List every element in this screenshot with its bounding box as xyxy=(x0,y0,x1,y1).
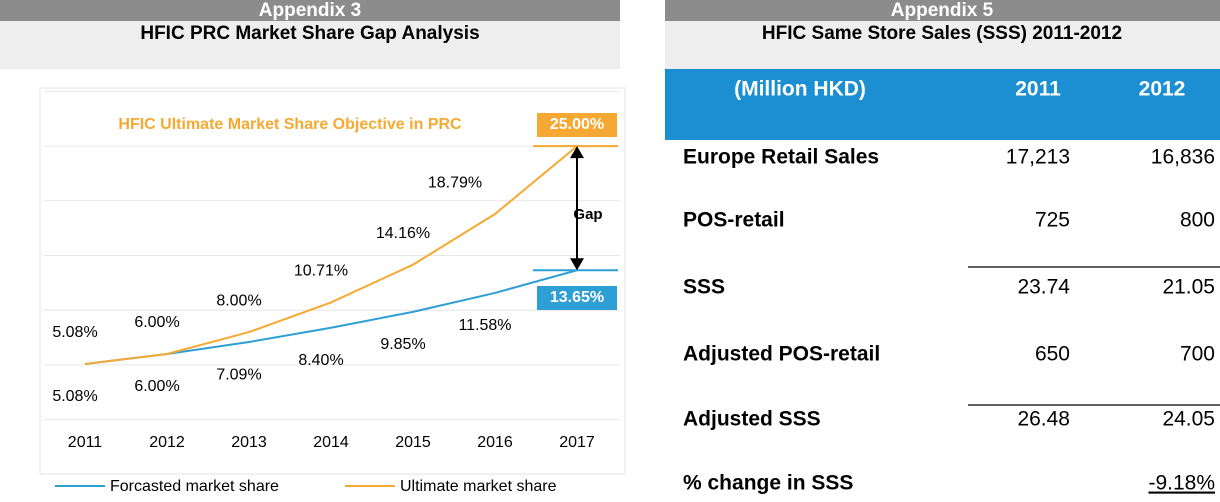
title-bar xyxy=(0,21,620,69)
row-label: Europe Retail Sales xyxy=(683,146,879,169)
data-label: 5.08% xyxy=(52,388,97,405)
data-label: 11.58% xyxy=(458,317,511,334)
data-label: 14.16% xyxy=(376,225,430,242)
data-label: 8.40% xyxy=(298,352,343,369)
cell: 700 xyxy=(1180,343,1215,366)
legend-label: Forcasted market share xyxy=(110,478,279,495)
x-tick-label: 2014 xyxy=(313,434,349,451)
appendix-label: Appendix 3 xyxy=(259,0,361,21)
cell: 23.74 xyxy=(1017,276,1070,299)
x-tick-label: 2017 xyxy=(559,434,595,451)
legend-label: Ultimate market share xyxy=(400,478,557,495)
annotation: Gap xyxy=(573,206,602,223)
cell: 800 xyxy=(1180,209,1215,232)
x-tick-label: 2013 xyxy=(231,434,267,451)
annotation: HFIC Ultimate Market Share Objective in … xyxy=(118,116,462,133)
appendix-bar xyxy=(665,0,1220,21)
arrow-head xyxy=(570,258,584,271)
cell: 24.05 xyxy=(1162,408,1215,431)
value-box xyxy=(537,286,617,310)
table-header xyxy=(665,69,1220,140)
cell: 650 xyxy=(1035,343,1070,366)
row-label: % change in SSS xyxy=(683,472,853,495)
row-label: Adjusted SSS xyxy=(683,408,821,431)
x-tick-label: 2015 xyxy=(395,434,431,451)
data-label: 5.08% xyxy=(52,324,97,341)
x-tick-label: 2016 xyxy=(477,434,513,451)
x-tick-label: 2011 xyxy=(68,434,103,451)
value-box xyxy=(537,113,617,137)
row-label: POS-retail xyxy=(683,209,785,232)
appendix-label: Appendix 5 xyxy=(891,0,994,21)
cell: 26.48 xyxy=(1017,408,1070,431)
appendix-bar xyxy=(0,0,620,21)
cell: 725 xyxy=(1035,209,1070,232)
data-label: 25.00% xyxy=(550,116,604,133)
row-label: Adjusted POS-retail xyxy=(683,343,880,366)
data-label: 6.00% xyxy=(134,314,179,331)
header-cell: (Million HKD) xyxy=(734,78,866,101)
data-label: 18.79% xyxy=(428,174,482,191)
data-label: 9.85% xyxy=(380,336,425,353)
x-tick-label: 2012 xyxy=(149,434,185,451)
section-title: HFIC PRC Market Share Gap Analysis xyxy=(140,23,479,44)
cell: -9.18% xyxy=(1148,472,1215,495)
data-label: 10.71% xyxy=(294,263,348,280)
cell: 21.05 xyxy=(1162,276,1215,299)
chart-frame xyxy=(39,87,626,475)
header-cell: 2012 xyxy=(1139,78,1186,101)
section-title: HFIC Same Store Sales (SSS) 2011-2012 xyxy=(762,23,1122,44)
title-bar xyxy=(665,21,1220,69)
data-label: 13.65% xyxy=(550,289,604,306)
row-label: SSS xyxy=(683,276,725,299)
data-label: 7.09% xyxy=(216,366,261,383)
header-cell: 2011 xyxy=(1015,78,1061,101)
cell: 17,213 xyxy=(1006,146,1070,169)
arrow-head xyxy=(570,146,584,159)
data-label: 8.00% xyxy=(216,292,261,309)
data-label: 6.00% xyxy=(134,378,179,395)
series-line xyxy=(84,145,578,366)
cell: 16,836 xyxy=(1151,146,1215,169)
